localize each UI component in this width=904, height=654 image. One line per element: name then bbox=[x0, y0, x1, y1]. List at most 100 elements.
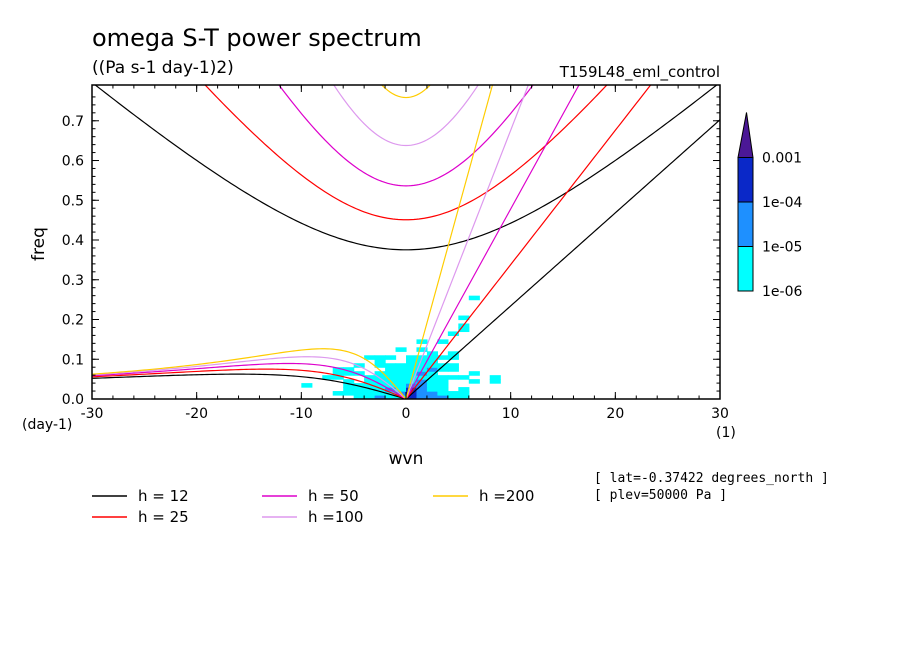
contour-cell bbox=[343, 387, 355, 392]
contour-cell bbox=[343, 371, 355, 376]
contour-cell bbox=[447, 367, 459, 372]
colorbar-segment bbox=[737, 201, 754, 247]
contour-cell bbox=[364, 375, 376, 380]
contour-cell bbox=[416, 391, 428, 396]
contour-cell bbox=[406, 367, 418, 372]
y-tick-label: 0.1 bbox=[62, 352, 84, 368]
latitude-note: [ lat=-0.37422 degrees_north ] bbox=[594, 471, 829, 486]
contour-cell bbox=[364, 355, 376, 360]
contour-cell bbox=[406, 395, 418, 399]
y-tick-label: 0.3 bbox=[62, 273, 84, 289]
contour-cell bbox=[353, 383, 365, 388]
contour-cell bbox=[395, 383, 407, 388]
contour-cell bbox=[343, 383, 355, 388]
contour-cell bbox=[426, 379, 438, 384]
colorbar-label: 0.001 bbox=[762, 151, 802, 167]
contour-cell bbox=[353, 371, 365, 376]
contour-cell bbox=[458, 395, 470, 399]
axis-ticks: -30 -20 -10 0 10 20 30 0.0 0.1 0.2 0.3 0.4 0.5 0.6 0.7 bbox=[62, 85, 729, 422]
contour-cell bbox=[374, 363, 386, 368]
y-tick-label: 0.0 bbox=[62, 392, 84, 408]
legend-label: h =200 bbox=[479, 487, 534, 505]
legend-label: h = 50 bbox=[308, 487, 359, 505]
contour-cell bbox=[374, 379, 386, 384]
contour-cell bbox=[437, 379, 449, 384]
x-tick-label: -30 bbox=[81, 406, 104, 422]
colorbar-label: 1e-04 bbox=[762, 195, 802, 211]
dispersion-curve bbox=[278, 85, 534, 187]
x-tick-label: 0 bbox=[402, 406, 411, 422]
x-tick-label: 20 bbox=[606, 406, 624, 422]
contour-cell bbox=[489, 375, 501, 380]
contour-cell bbox=[458, 323, 470, 329]
contour-cell bbox=[426, 387, 438, 392]
contour-cell bbox=[458, 375, 470, 380]
contour-cell bbox=[374, 391, 386, 396]
contour-cell bbox=[395, 367, 407, 372]
y-tick-label: 0.6 bbox=[62, 154, 84, 170]
contour-cell bbox=[416, 359, 428, 364]
contour-cell bbox=[426, 395, 438, 399]
contour-cell bbox=[395, 371, 407, 376]
contour-cell bbox=[437, 355, 449, 360]
contour-cell bbox=[385, 367, 397, 372]
contour-cell bbox=[489, 379, 501, 384]
contour-cell bbox=[364, 383, 376, 388]
contour-cell bbox=[437, 383, 449, 388]
dispersion-curve bbox=[405, 119, 720, 399]
dispersion-curve bbox=[405, 85, 529, 399]
contour-cell bbox=[468, 379, 480, 384]
contour-cell bbox=[395, 363, 407, 368]
experiment-label: T159L48_eml_control bbox=[559, 63, 720, 82]
contour-cell bbox=[416, 371, 428, 376]
contour-cell bbox=[374, 383, 386, 388]
contour-cell bbox=[332, 371, 344, 376]
x-axis-label: wvn bbox=[389, 449, 424, 469]
colorbar-segment bbox=[737, 157, 754, 203]
contour-cell bbox=[447, 351, 459, 356]
contour-cell bbox=[395, 379, 407, 384]
x-tick-label: -20 bbox=[185, 406, 208, 422]
contour-cell bbox=[385, 395, 397, 399]
colorbar: 1e-06 1e-05 1e-04 0.001 bbox=[737, 112, 802, 300]
dispersion-curve bbox=[92, 362, 407, 399]
contour-cell bbox=[426, 351, 438, 356]
contour-cell bbox=[364, 379, 376, 384]
contour-cell bbox=[426, 383, 438, 388]
y-tick-label: 0.2 bbox=[62, 313, 84, 329]
contour-cell bbox=[385, 363, 397, 368]
colorbar-segment bbox=[737, 246, 754, 292]
contour-cell bbox=[353, 395, 365, 399]
contour-cell bbox=[426, 359, 438, 364]
colorbar-triangle bbox=[737, 112, 754, 158]
pressure-level-note: [ plev=50000 Pa ] bbox=[594, 488, 727, 503]
x-tick-label: 10 bbox=[502, 406, 520, 422]
dispersion-curve bbox=[405, 85, 494, 399]
contour-cell bbox=[406, 379, 418, 384]
contour-cell bbox=[385, 371, 397, 376]
contour-cell bbox=[458, 315, 470, 321]
contour-cell bbox=[353, 387, 365, 392]
dispersion-curve bbox=[204, 85, 608, 221]
contour-cell bbox=[353, 363, 365, 368]
contour-cell bbox=[343, 391, 355, 396]
contour-cell bbox=[447, 395, 459, 399]
contour-cell bbox=[353, 391, 365, 396]
contour-cell bbox=[322, 375, 334, 380]
contour-cell bbox=[364, 395, 376, 399]
legend: h = 12 h = 25 h = 50 h =100 h =200 bbox=[92, 487, 534, 526]
dispersion-curve bbox=[405, 85, 652, 399]
dispersion-curve bbox=[92, 373, 407, 399]
contour-cell bbox=[374, 371, 386, 376]
legend-label: h =100 bbox=[308, 508, 363, 526]
contour-cell bbox=[343, 367, 355, 372]
dispersion-curve bbox=[94, 85, 718, 251]
y-axis-label: freq bbox=[29, 227, 49, 261]
y-unit-label: (day-1) bbox=[22, 417, 72, 433]
chart-units: ((Pa s-1 day-1)2) bbox=[92, 58, 234, 78]
contour-cell bbox=[426, 355, 438, 360]
contour-cell bbox=[426, 367, 438, 372]
contour-cell bbox=[374, 355, 386, 360]
contour-cell bbox=[437, 391, 449, 396]
contour-cell bbox=[426, 391, 438, 396]
